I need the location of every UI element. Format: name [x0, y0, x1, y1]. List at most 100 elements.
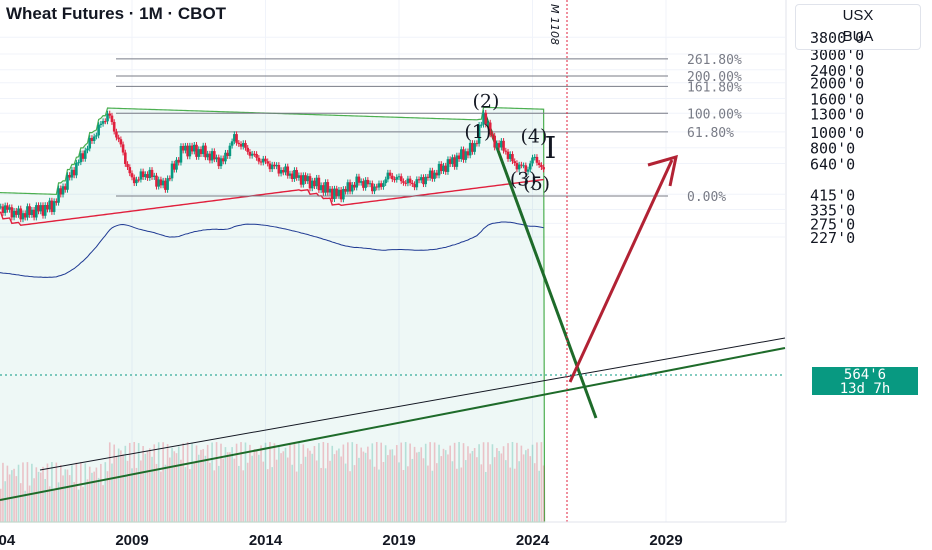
volume-bar: [160, 471, 162, 522]
candle-body: [201, 145, 205, 155]
candle-body: [404, 182, 407, 184]
unit-label: BUA: [842, 28, 874, 45]
candle-body: [297, 175, 301, 178]
candle-body: [504, 150, 508, 152]
candle-body: [17, 208, 20, 215]
candle-body: [79, 153, 83, 163]
volume-bar: [226, 452, 229, 522]
candle-body: [324, 182, 327, 193]
volume-bar: [224, 447, 227, 522]
candle-body: [339, 189, 343, 200]
volume-bar: [471, 451, 474, 522]
volume-bar: [402, 469, 405, 522]
candle-body: [313, 180, 316, 187]
volume-bar: [273, 443, 276, 522]
time-tick-label: 2009: [115, 532, 148, 549]
volume-bar: [302, 444, 305, 522]
volume-bar: [464, 460, 467, 522]
volume-bar: [384, 445, 387, 522]
currency-selector[interactable]: USX BUA: [795, 4, 921, 50]
volume-bar: [149, 448, 151, 522]
candle-body: [30, 209, 34, 215]
volume-bar: [484, 471, 487, 522]
candle-body: [6, 205, 9, 210]
candle-body: [235, 134, 238, 143]
volume-bar: [364, 452, 367, 522]
fib-levels: 261.80% 200.00%161.80% 100.00% 61.80% 0.00%: [116, 53, 742, 205]
volume-bar: [202, 449, 204, 522]
volume-bar: [351, 442, 354, 522]
volume-bar: [489, 464, 492, 522]
candle-body: [471, 142, 474, 152]
volume-bar: [433, 442, 436, 522]
volume-bar: [71, 465, 73, 522]
volume-bar: [289, 444, 291, 522]
candle-body: [468, 142, 472, 156]
volume-bar: [55, 462, 58, 522]
volume-bar: [102, 485, 104, 522]
volume-bar: [458, 442, 460, 522]
volume-bar: [333, 454, 336, 522]
candle-body: [139, 171, 143, 180]
candle-body: [186, 145, 189, 157]
volume-bar: [171, 447, 173, 522]
volume-bar: [269, 442, 271, 522]
volume-bar: [496, 448, 498, 522]
candle-body: [237, 142, 241, 144]
volume-bar: [126, 460, 129, 522]
volume-bar: [338, 448, 340, 522]
candle-body: [55, 201, 58, 203]
price-tick-label: 1000'0: [810, 124, 864, 142]
volume-bar: [436, 463, 438, 522]
candle-body: [322, 185, 325, 193]
candle-body: [39, 205, 43, 212]
price-axis[interactable]: 3800'03000'02400'02000'01600'01300'01000…: [785, 0, 932, 550]
volume-bar: [358, 457, 360, 522]
chart-title: Wheat Futures · 1M · CBOT: [6, 4, 227, 23]
volume-bar: [309, 450, 311, 522]
candle-body: [308, 176, 312, 189]
candle-body: [166, 178, 169, 190]
candle-body: [106, 113, 109, 122]
candle-body: [157, 179, 160, 187]
candle-body: [473, 143, 476, 152]
candle-body: [310, 180, 314, 189]
price-tick-label: 2000'0: [810, 75, 864, 93]
volume-bar: [538, 470, 540, 522]
volume-bar: [88, 466, 91, 522]
volume-bar: [298, 442, 300, 522]
candle-body: [266, 161, 270, 164]
volume-bar: [511, 442, 514, 522]
volume-bar: [340, 456, 342, 522]
time-axis[interactable]: 2004 2009 2014 2019 2024 2029: [0, 521, 786, 549]
candle-body: [295, 170, 298, 178]
volume-bar: [344, 463, 347, 522]
volume-bar: [460, 467, 463, 522]
volume-bar: [371, 443, 374, 522]
candle-body: [375, 186, 379, 188]
candle-body: [10, 207, 14, 218]
candle-body: [402, 181, 405, 183]
candle-body: [526, 169, 530, 172]
candle-body: [110, 115, 114, 122]
volume-bar: [19, 483, 22, 522]
candle-body: [377, 183, 381, 188]
wave-labels: (2) (1) (4) (3)(5) I: [464, 91, 556, 196]
candle-body: [155, 175, 158, 187]
volume-bar: [28, 485, 31, 522]
volume-bar: [531, 444, 534, 522]
candle-body: [482, 112, 485, 125]
price-tick-label: 640'0: [810, 156, 855, 174]
candle-body: [442, 165, 445, 172]
volume-bar: [322, 442, 325, 522]
candle-body: [282, 170, 285, 173]
volume-bar: [100, 463, 102, 522]
volume-bar: [164, 464, 167, 522]
volume-bar: [389, 449, 391, 522]
volume-bar: [35, 467, 38, 522]
candle-body: [357, 176, 361, 183]
candle-body: [97, 124, 100, 136]
volume-bar: [153, 444, 156, 522]
candle-body: [161, 180, 165, 186]
